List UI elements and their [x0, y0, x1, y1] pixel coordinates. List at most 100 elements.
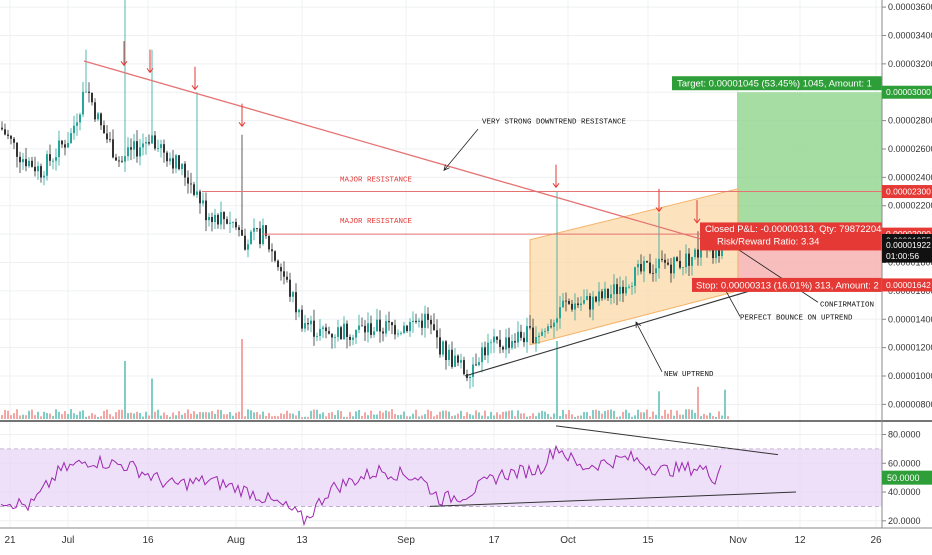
volume-bar [676, 410, 678, 419]
volume-bar [310, 410, 312, 419]
volume-bar [496, 412, 498, 419]
candle [340, 325, 342, 340]
candle [616, 278, 618, 306]
candle [133, 133, 135, 160]
candle [433, 313, 435, 331]
price-tick-label: 0.00001400 [888, 314, 932, 324]
stop-label-box[interactable] [692, 277, 882, 292]
candle [289, 272, 291, 302]
volume-bar [526, 416, 528, 419]
annotation-confirmation[interactable]: CONFIRMATION [820, 301, 874, 309]
volume-bar [232, 415, 234, 419]
candle [127, 137, 129, 161]
candle [307, 318, 309, 331]
volume-bar [115, 412, 117, 419]
candle [139, 138, 141, 166]
annotation-perfect-bounce[interactable]: PERFECT BOUNCE ON UPTREND [740, 314, 853, 322]
price-tick-label: 0.00003200 [888, 59, 932, 69]
volume-bar [598, 410, 600, 419]
rsi-line[interactable] [0, 444, 722, 527]
volume-bar [571, 414, 573, 419]
volume-bar [217, 409, 219, 419]
candle [229, 211, 231, 234]
downtrend-resistance-line[interactable] [83, 60, 739, 251]
candle [577, 297, 579, 308]
candle [391, 321, 393, 335]
candle [49, 144, 51, 166]
candle [661, 250, 663, 263]
volume-bar [493, 415, 495, 419]
rsi-current-value: 50.0000 [887, 473, 920, 483]
candle [589, 293, 591, 318]
volume-bar [604, 410, 606, 419]
rsi-current-badge: 50.0000 [882, 470, 932, 485]
candle [562, 293, 564, 308]
volume-bar [13, 413, 15, 419]
volume-bar [37, 411, 39, 419]
time-tick-label: Aug [227, 535, 245, 546]
candle [643, 256, 645, 283]
volume-bar [124, 361, 126, 419]
candle [337, 320, 339, 342]
volume-bar [202, 412, 204, 419]
candle [538, 332, 540, 345]
candle [256, 227, 258, 232]
candle [358, 314, 360, 334]
price-badge: 01:00:56 [882, 249, 932, 263]
volume-bar [688, 409, 690, 419]
candle [448, 344, 450, 367]
volume-bar [523, 413, 525, 419]
volume-bar [391, 409, 393, 419]
volume-bar [358, 409, 360, 419]
candle [640, 254, 642, 275]
new-uptrend-line[interactable] [464, 279, 789, 377]
target-label-box[interactable] [672, 76, 882, 91]
down-arrow-head [146, 68, 154, 74]
candle [400, 331, 402, 336]
candle [103, 120, 105, 134]
volume-bar [388, 411, 390, 419]
candle [172, 149, 174, 174]
annotation-major-resistance-lower[interactable]: MAJOR RESISTANCE [340, 218, 413, 226]
annotation-new-uptrend[interactable]: NEW UPTREND [664, 371, 714, 379]
volume-bar [502, 411, 504, 419]
closed-pnl-box[interactable] [700, 222, 882, 251]
volume-bar [187, 409, 189, 419]
candle [277, 259, 279, 271]
volume-bar [472, 415, 474, 419]
volume-bar [634, 415, 636, 419]
candle [475, 353, 477, 367]
rsi-band [0, 448, 882, 507]
candle [46, 150, 48, 181]
price-axis[interactable]: 0.00003600 0.00003400 0.00003200 0.00003000… [882, 2, 932, 409]
volume-bar [1, 415, 3, 419]
volume-bar [352, 416, 354, 419]
time-axis[interactable]: 21 Jul 16 Aug 13 Sep 17 Oct 15 Nov 12 26 [4, 535, 882, 546]
candle [652, 264, 654, 282]
pointer-head [635, 321, 642, 329]
rsi-axis[interactable]: 80.0000 60.0000 40.0000 20.0000 50.0000 [882, 430, 932, 526]
volume-bar [193, 411, 195, 419]
volume-bar [97, 416, 99, 419]
rsi-bearish-divergence-line[interactable] [555, 425, 779, 456]
candle [625, 276, 627, 297]
volume-bar [601, 413, 603, 419]
candle [52, 158, 54, 170]
annotation-downtrend-resistance[interactable]: VERY STRONG DOWNTREND RESISTANCE [482, 118, 627, 126]
volume-bar [718, 411, 720, 419]
candle [580, 296, 582, 311]
profit-zone[interactable] [737, 92, 882, 241]
rsi-support-line[interactable] [429, 491, 797, 507]
volume-bar [106, 409, 108, 419]
candle [541, 328, 543, 337]
volume-bar [157, 409, 159, 419]
price-badge-label: 0.00001642 [886, 280, 931, 290]
volume-bar [31, 409, 33, 419]
volume-bar [277, 416, 279, 419]
annotation-major-resistance-upper[interactable]: MAJOR RESISTANCE [340, 177, 413, 185]
candle [379, 310, 381, 343]
volume-bar [181, 414, 183, 419]
volume-bar [334, 415, 336, 419]
price-badge-label: 0.00001922 [886, 240, 931, 250]
